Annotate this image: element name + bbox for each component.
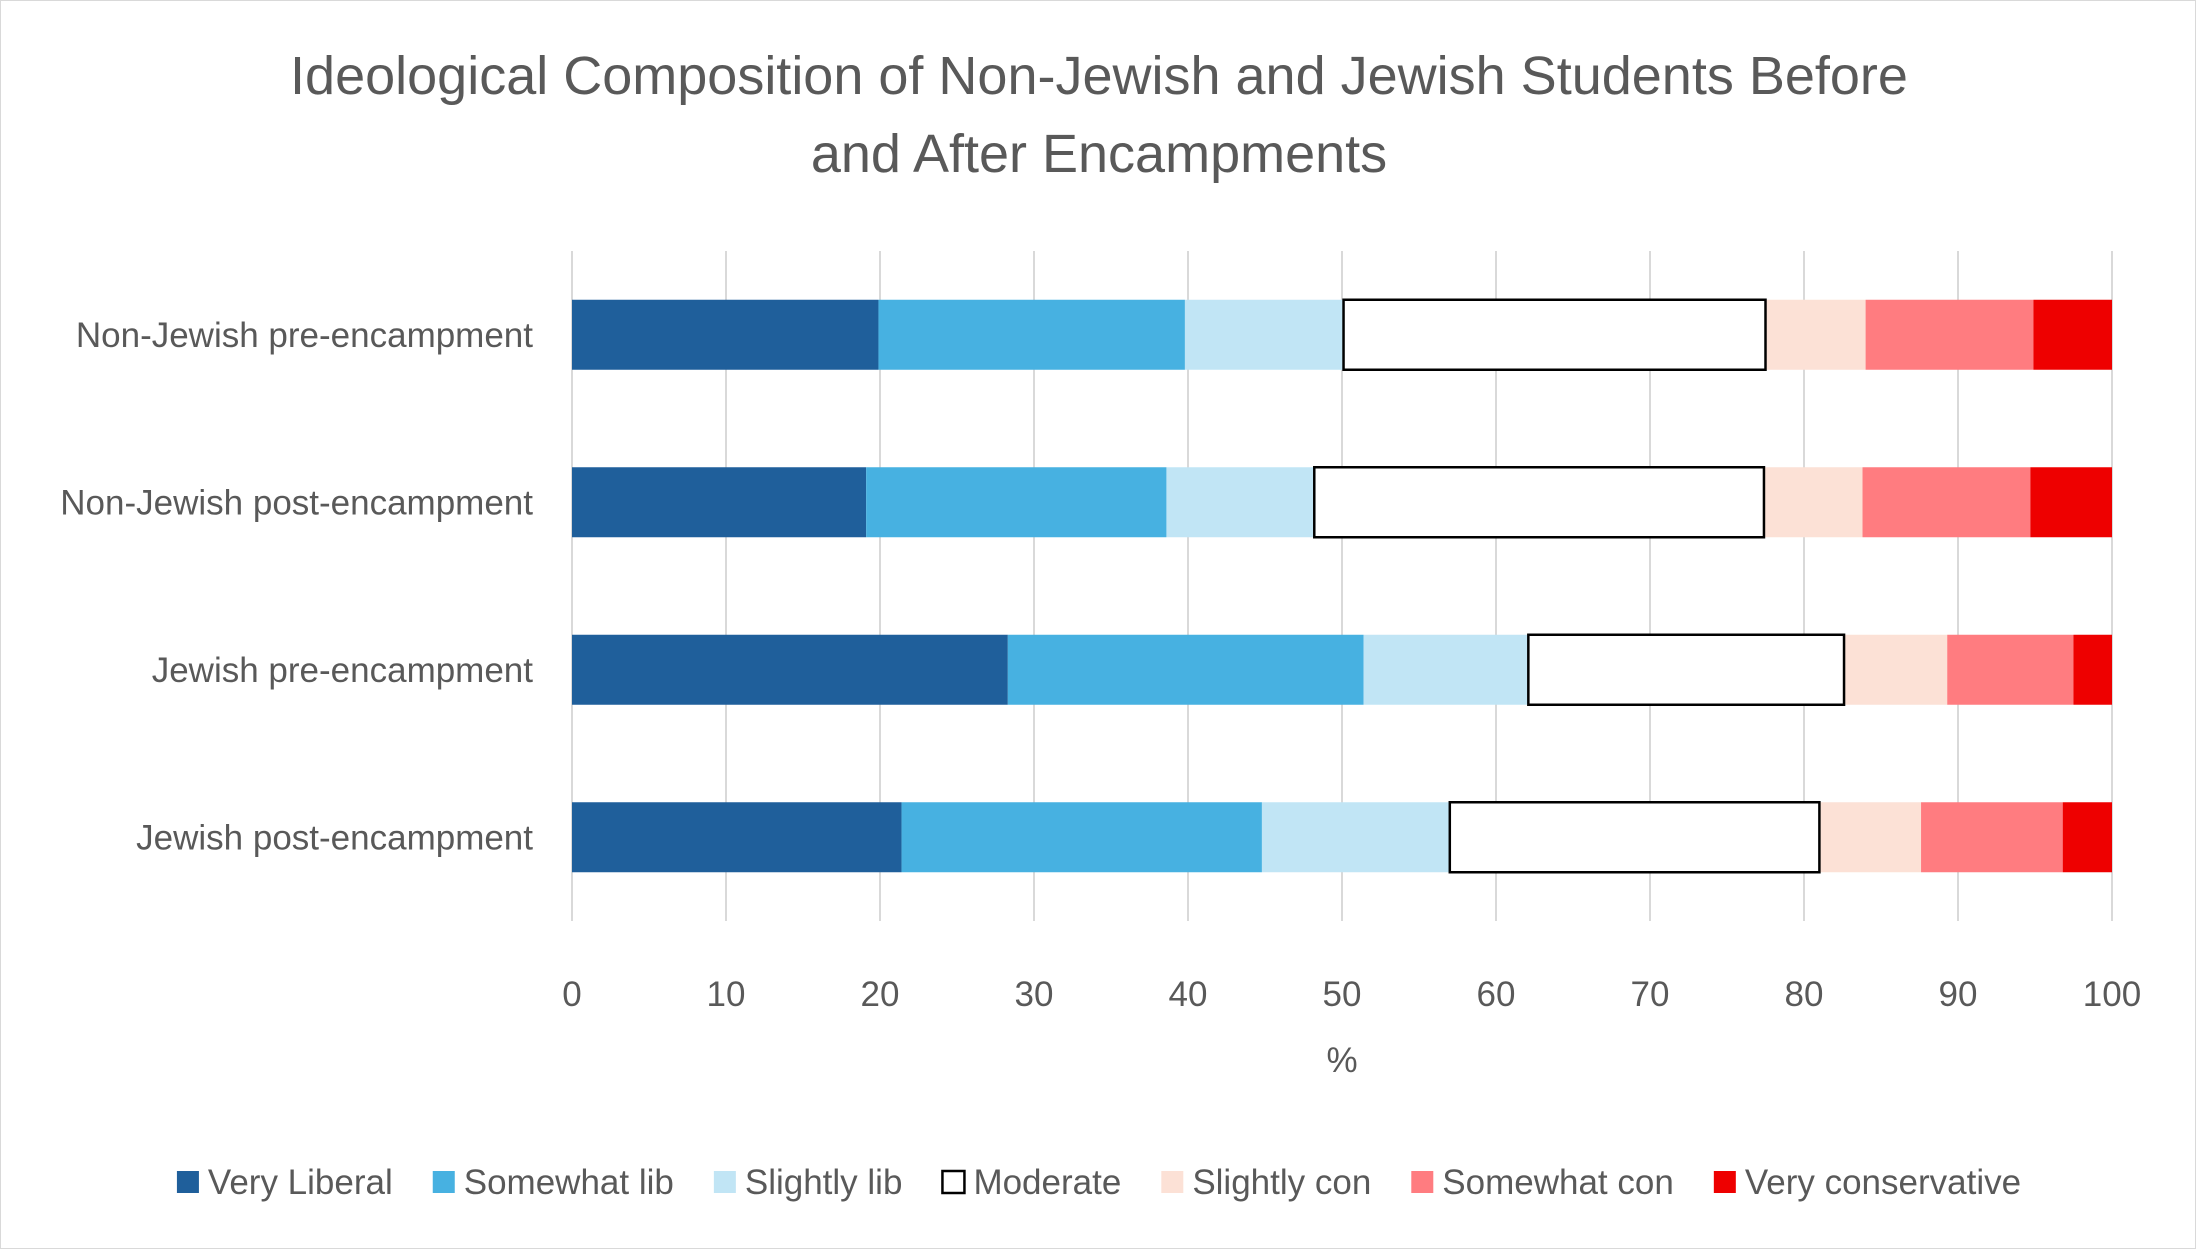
bar-row-2 [572, 466, 2112, 539]
legend-item-somewhat-con: Somewhat con [1411, 1163, 1674, 1202]
bar-very-liberal-row-4 [572, 802, 902, 873]
bar-somewhat-con-row-4 [1921, 802, 2063, 873]
x-tick-label-0: 0 [562, 975, 581, 1014]
legend-label: Very Liberal [208, 1163, 393, 1202]
bar-row-3 [572, 633, 2112, 706]
bar-somewhat-lib-row-4 [901, 802, 1262, 873]
legend-label: Somewhat lib [464, 1163, 674, 1202]
legend-swatch [713, 1171, 736, 1193]
bar-somewhat-lib-row-1 [878, 299, 1185, 370]
bar-slightly-lib-row-4 [1261, 802, 1450, 873]
bar-somewhat-lib-row-2 [866, 467, 1167, 538]
bar-moderate-row-2 [1313, 466, 1766, 539]
x-axis-title: % [1326, 1041, 1357, 1080]
chart-title-line-1: Ideological Composition of Non-Jewish an… [290, 46, 1908, 106]
legend-item-moderate: Moderate [941, 1163, 1121, 1202]
bar-slightly-con-row-3 [1844, 634, 1948, 705]
legend-label: Slightly lib [745, 1163, 903, 1202]
bar-very-conservative-row-2 [2030, 467, 2112, 538]
category-label-3: Jewish pre-encampment [152, 651, 534, 690]
legend-label: Very conservative [1745, 1163, 2021, 1202]
x-tick-label-50: 50 [1323, 975, 1362, 1014]
bar-slightly-lib-row-1 [1184, 299, 1344, 370]
legend: Very Liberal Somewhat lib Slightly lib Mode… [176, 1163, 2021, 1202]
x-tick-label-90: 90 [1939, 975, 1978, 1014]
bar-moderate-row-1 [1342, 298, 1767, 371]
bar-moderate-row-3 [1527, 633, 1846, 706]
bar-slightly-con-row-2 [1763, 467, 1863, 538]
legend-item-slightly-con: Slightly con [1161, 1163, 1371, 1202]
bar-somewhat-lib-row-3 [1007, 634, 1364, 705]
bar-slightly-lib-row-2 [1166, 467, 1315, 538]
bar-row-4 [572, 801, 2112, 874]
legend-swatch [941, 1169, 966, 1195]
category-label-4: Jewish post-encampment [136, 818, 533, 857]
bar-very-liberal-row-1 [572, 299, 879, 370]
bar-slightly-con-row-1 [1765, 299, 1866, 370]
bar-somewhat-con-row-1 [1865, 299, 2034, 370]
legend-item-very-liberal: Very Liberal [176, 1163, 393, 1202]
bar-slightly-lib-row-3 [1363, 634, 1529, 705]
bar-very-conservative-row-4 [2062, 802, 2112, 873]
category-label-1: Non-Jewish pre-encampment [76, 316, 533, 355]
bar-row-1 [572, 298, 2112, 371]
legend-swatch [1161, 1171, 1184, 1193]
x-tick-label-70: 70 [1631, 975, 1670, 1014]
legend-label: Moderate [973, 1163, 1121, 1202]
legend-swatch [432, 1171, 455, 1193]
x-tick-label-40: 40 [1169, 975, 1208, 1014]
x-tick-label-80: 80 [1785, 975, 1824, 1014]
bar-moderate-row-4 [1448, 801, 1821, 874]
category-labels: Non-Jewish pre-encampment Non-Jewish post… [60, 316, 533, 858]
bar-very-liberal-row-3 [572, 634, 1008, 705]
legend-label: Somewhat con [1442, 1163, 1674, 1202]
x-tick-label-30: 30 [1015, 975, 1054, 1014]
chart-title: Ideological Composition of Non-Jewish an… [290, 46, 1908, 184]
bars [572, 298, 2112, 874]
x-tick-labels: 0 10 20 30 40 50 60 70 80 90 100 [562, 975, 2141, 1014]
category-label-2: Non-Jewish post-encampment [60, 483, 533, 522]
legend-swatch [1411, 1171, 1434, 1193]
legend-item-somewhat-lib: Somewhat lib [432, 1163, 674, 1202]
bar-very-liberal-row-2 [572, 467, 867, 538]
legend-swatch [1713, 1171, 1736, 1193]
x-tick-label-20: 20 [861, 975, 900, 1014]
bar-somewhat-con-row-3 [1947, 634, 2074, 705]
x-tick-label-60: 60 [1477, 975, 1516, 1014]
bar-slightly-con-row-4 [1819, 802, 1922, 873]
legend-item-very-conservative: Very conservative [1713, 1163, 2021, 1202]
bar-very-conservative-row-1 [2033, 299, 2112, 370]
legend-label: Slightly con [1192, 1163, 1371, 1202]
x-tick-label-10: 10 [707, 975, 746, 1014]
bar-somewhat-con-row-2 [1862, 467, 2031, 538]
x-tick-label-100: 100 [2083, 975, 2141, 1014]
legend-item-slightly-lib: Slightly lib [713, 1163, 903, 1202]
bar-very-conservative-row-3 [2073, 634, 2112, 705]
chart-title-line-2: and After Encampments [811, 124, 1387, 184]
legend-swatch [176, 1171, 199, 1193]
